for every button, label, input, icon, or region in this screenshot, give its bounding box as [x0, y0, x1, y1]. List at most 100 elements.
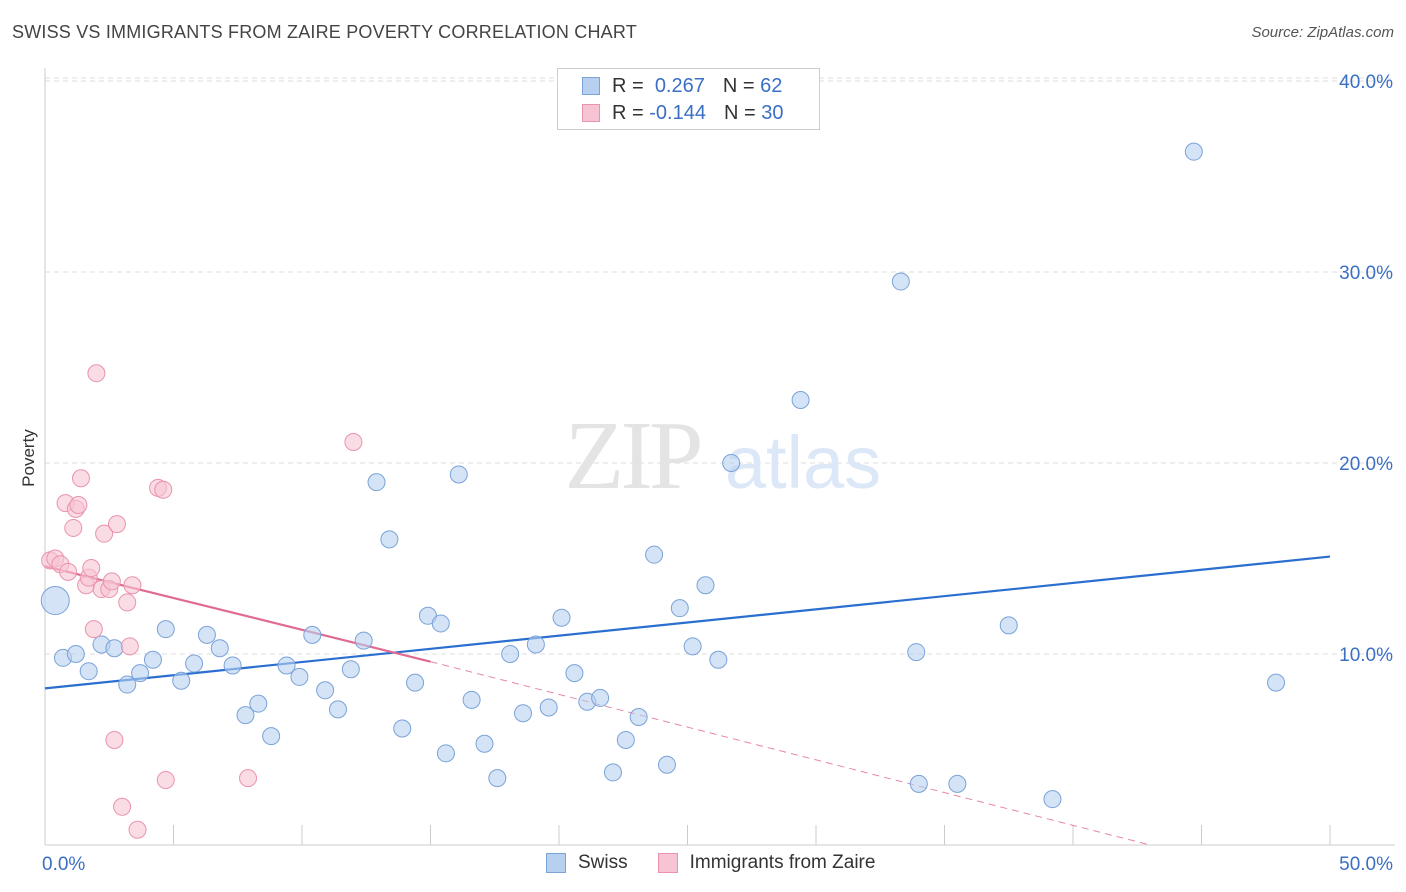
- legend-r-label: R =: [612, 74, 644, 97]
- point-swiss: [722, 454, 741, 472]
- point-swiss: [249, 694, 268, 713]
- point-swiss: [999, 616, 1018, 635]
- point-zaire: [87, 364, 106, 383]
- point-swiss: [156, 620, 175, 639]
- legend-n-value: 62: [760, 74, 783, 97]
- grid: [45, 77, 1395, 655]
- point-swiss: [629, 708, 648, 727]
- point-zaire: [105, 730, 124, 749]
- point-swiss: [354, 631, 373, 650]
- point-swiss: [131, 664, 150, 683]
- point-swiss: [565, 664, 584, 683]
- legend-n-value: 30: [761, 101, 784, 124]
- point-swiss: [290, 667, 309, 686]
- point-zaire: [239, 769, 258, 788]
- point-zaire: [156, 771, 175, 790]
- point-swiss: [262, 727, 281, 746]
- y-tick-label: 20.0%: [1339, 454, 1393, 475]
- point-zaire: [344, 432, 363, 451]
- legend-row-swiss: R = 0.267 N = 62: [582, 73, 782, 99]
- point-swiss: [1184, 142, 1203, 161]
- point-zaire: [118, 593, 137, 612]
- legend-row-zaire: R = -0.144 N = 30: [582, 100, 783, 126]
- point-swiss: [670, 599, 689, 618]
- legend-r-label: R =: [612, 101, 644, 124]
- point-swiss: [526, 635, 545, 654]
- point-swiss: [316, 681, 335, 700]
- point-zaire: [69, 496, 88, 515]
- point-swiss: [488, 769, 507, 788]
- point-swiss: [449, 465, 468, 484]
- trendline-swiss: [44, 555, 1331, 690]
- point-swiss: [172, 671, 191, 690]
- point-swiss: [40, 586, 70, 616]
- point-swiss: [277, 656, 296, 675]
- point-swiss: [591, 688, 610, 707]
- legend-r-value: -0.144: [649, 101, 706, 124]
- series-label-swiss: Swiss: [578, 852, 628, 873]
- point-zaire: [95, 524, 114, 543]
- point-zaire: [82, 559, 101, 578]
- source-label: Source: ZipAtlas.com: [1251, 24, 1394, 41]
- legend-n-label: N =: [722, 74, 755, 97]
- series-legend: Swiss Immigrants from Zaire: [546, 852, 905, 874]
- point-zaire: [71, 469, 90, 488]
- legend-swatch-zaire: [582, 104, 600, 122]
- point-swiss: [197, 625, 216, 644]
- point-swiss: [223, 656, 242, 675]
- point-swiss: [657, 755, 676, 774]
- legend-swatch-swiss: [582, 77, 600, 95]
- point-swiss: [501, 645, 520, 663]
- point-swiss: [791, 390, 810, 409]
- point-swiss: [341, 660, 360, 679]
- trendlines: [44, 555, 1331, 846]
- trendline-zaire: [430, 661, 1151, 846]
- point-swiss: [1043, 790, 1062, 809]
- data-points: [40, 142, 1286, 839]
- point-swiss: [406, 673, 425, 692]
- point-swiss: [475, 734, 494, 753]
- watermark-atlas: atlas: [725, 421, 881, 504]
- point-swiss: [393, 719, 412, 738]
- point-zaire: [128, 820, 147, 839]
- point-swiss: [79, 662, 98, 681]
- chart-title: SWISS VS IMMIGRANTS FROM ZAIRE POVERTY C…: [12, 22, 637, 42]
- point-swiss: [236, 706, 255, 725]
- y-tick-label: 30.0%: [1339, 263, 1393, 284]
- point-zaire: [84, 620, 103, 639]
- series-swatch-swiss: [546, 853, 566, 873]
- point-zaire: [59, 562, 78, 581]
- point-swiss: [462, 690, 481, 709]
- series-swatch-zaire: [657, 853, 678, 873]
- point-swiss: [66, 645, 85, 663]
- tick-labels: 10.0% 20.0% 30.0% 40.0% 0.0% 50.0%: [42, 72, 1393, 875]
- point-swiss: [539, 698, 558, 717]
- y-axis-label: Poverty: [19, 429, 38, 487]
- point-swiss: [616, 730, 635, 749]
- axes: [44, 68, 1395, 846]
- point-swiss: [118, 675, 137, 694]
- series-legend-swiss: Swiss: [546, 852, 628, 874]
- point-swiss: [909, 774, 928, 793]
- point-swiss: [709, 650, 728, 669]
- point-swiss: [436, 744, 455, 763]
- point-swiss: [1267, 673, 1286, 692]
- point-zaire: [120, 637, 139, 656]
- point-zaire: [64, 518, 83, 537]
- point-swiss: [891, 272, 910, 291]
- point-swiss: [907, 643, 926, 662]
- point-swiss: [514, 704, 533, 723]
- point-swiss: [105, 639, 124, 658]
- point-swiss: [683, 637, 702, 656]
- point-swiss: [328, 700, 347, 719]
- point-zaire: [113, 797, 132, 816]
- y-tick-label: 40.0%: [1339, 72, 1393, 93]
- series-legend-zaire: Immigrants from Zaire: [657, 852, 875, 874]
- point-zaire: [107, 515, 126, 534]
- point-swiss: [603, 763, 622, 782]
- point-zaire: [154, 480, 173, 499]
- legend-r-value: 0.267: [654, 74, 705, 97]
- point-swiss: [552, 608, 571, 627]
- legend-n-label: N =: [723, 101, 756, 124]
